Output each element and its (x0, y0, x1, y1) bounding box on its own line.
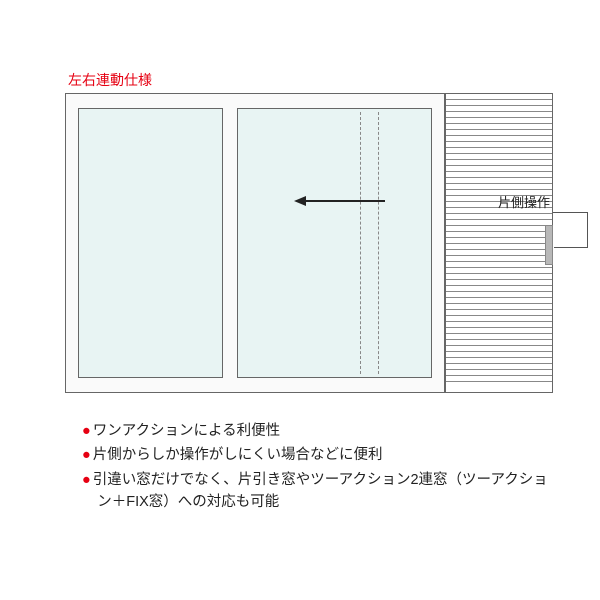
feature-bullet: 引違い窓だけでなく、片引き窓やツーアクション2連窓（ツーアクション＋FIX窓）へ… (82, 469, 552, 514)
blind-handle (545, 225, 553, 265)
diagram-title: 左右連動仕様 (68, 70, 152, 90)
leader-line (587, 212, 588, 248)
window-pane-left (78, 108, 223, 378)
leader-line (553, 212, 588, 213)
diagram-canvas: 左右連動仕様 片側操作 ワンアクションによる利便性 片側からしか操作がしにくい場… (0, 0, 600, 600)
leader-line (554, 247, 588, 248)
feature-bullet: 片側からしか操作がしにくい場合などに便利 (82, 444, 552, 466)
window-pane-right (237, 108, 432, 378)
side-operation-label: 片側操作 (498, 192, 550, 211)
blind-panel (445, 93, 553, 393)
feature-bullet-list: ワンアクションによる利便性 片側からしか操作がしにくい場合などに便利 引違い窓だ… (82, 420, 552, 516)
track-dashed-line (360, 112, 361, 374)
arrow-shaft (305, 200, 385, 202)
track-dashed-line (378, 112, 379, 374)
feature-bullet: ワンアクションによる利便性 (82, 420, 552, 442)
